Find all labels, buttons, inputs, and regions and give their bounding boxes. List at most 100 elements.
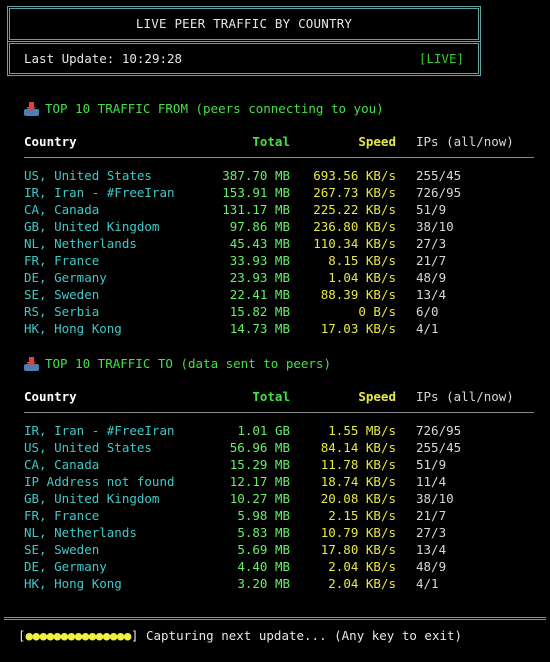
ips-cell: 51/9 (416, 202, 447, 217)
table-row: NL, Netherlands 45.43 MB 110.34 KB/s 27/3 (24, 235, 534, 252)
ips-cell: 21/7 (416, 253, 447, 268)
total-cell: 15.82 MB (229, 304, 290, 319)
ips-cell: 4/1 (416, 576, 439, 591)
total-cell: 4.40 MB (237, 559, 290, 574)
total-cell: 387.70 MB (222, 168, 290, 183)
status-line: [●●●●●●●●●●●●●●●] Capturing next update.… (18, 627, 462, 644)
ips-cell: 4/1 (416, 321, 439, 336)
total-cell: 3.20 MB (237, 576, 290, 591)
ips-cell: 13/4 (416, 542, 447, 557)
country-cell: CA, Canada (24, 457, 100, 472)
table-row: SE, Sweden 22.41 MB 88.39 KB/s 13/4 (24, 286, 534, 303)
speed-cell: 225.22 KB/s (313, 202, 396, 217)
outbox-tray-icon (24, 102, 39, 116)
country-cell: FR, France (24, 253, 100, 268)
total-cell: 45.43 MB (229, 236, 290, 251)
col-ips: IPs (all/now) (416, 134, 514, 149)
country-cell: IR, Iran - #FreeIran (24, 185, 175, 200)
live-badge: [LIVE] (418, 51, 464, 66)
table-row: FR, France 33.93 MB 8.15 KB/s 21/7 (24, 252, 534, 269)
speed-cell: 20.08 KB/s (320, 491, 396, 506)
country-cell: US, United States (24, 440, 152, 455)
total-cell: 5.69 MB (237, 542, 290, 557)
traffic-from-heading: TOP 10 TRAFFIC FROM (peers connecting to… (24, 100, 534, 118)
ips-cell: 255/45 (416, 168, 462, 183)
country-cell: HK, Hong Kong (24, 321, 122, 336)
traffic-from-table: US, United States 387.70 MB 693.56 KB/s 255… (24, 167, 534, 337)
ips-cell: 38/10 (416, 219, 454, 234)
col-country: Country (24, 389, 77, 404)
divider (24, 157, 534, 158)
total-cell: 33.93 MB (229, 253, 290, 268)
table-row: RS, Serbia 15.82 MB 0 B/s 6/0 (24, 303, 534, 320)
col-total: Total (252, 389, 290, 404)
speed-cell: 11.78 KB/s (320, 457, 396, 472)
country-cell: RS, Serbia (24, 304, 100, 319)
progress-bracket-close: ] (130, 628, 139, 643)
title-box: LIVE PEER TRAFFIC BY COUNTRY (7, 6, 481, 42)
total-cell: 15.29 MB (229, 457, 290, 472)
traffic-from-section: TOP 10 TRAFFIC FROM (peers connecting to… (24, 100, 534, 337)
traffic-to-section: TOP 10 TRAFFIC TO (data sent to peers) C… (24, 355, 534, 592)
traffic-to-heading: TOP 10 TRAFFIC TO (data sent to peers) (24, 355, 534, 373)
country-cell: GB, United Kingdom (24, 491, 160, 506)
speed-cell: 0 B/s (358, 304, 396, 319)
last-update: Last Update: 10:29:28 (24, 44, 182, 73)
col-country: Country (24, 134, 77, 149)
last-update-label: Last Update: (24, 51, 115, 66)
divider (24, 412, 534, 413)
ips-cell: 726/95 (416, 423, 462, 438)
col-speed: Speed (358, 134, 396, 149)
speed-cell: 110.34 KB/s (313, 236, 396, 251)
total-cell: 23.93 MB (229, 270, 290, 285)
table-row: IR, Iran - #FreeIran 153.91 MB 267.73 KB/s… (24, 184, 534, 201)
country-cell: SE, Sweden (24, 287, 100, 302)
col-speed: Speed (358, 389, 396, 404)
ips-cell: 27/3 (416, 236, 447, 251)
speed-cell: 693.56 KB/s (313, 168, 396, 183)
speed-cell: 8.15 KB/s (328, 253, 396, 268)
col-total: Total (252, 134, 290, 149)
total-cell: 22.41 MB (229, 287, 290, 302)
speed-cell: 1.04 KB/s (328, 270, 396, 285)
total-cell: 153.91 MB (222, 185, 290, 200)
table-row: GB, United Kingdom 10.27 MB 20.08 KB/s 38/1… (24, 490, 534, 507)
total-cell: 12.17 MB (229, 474, 290, 489)
country-cell: IP Address not found (24, 474, 175, 489)
outbox-tray-icon (24, 357, 39, 371)
speed-cell: 10.79 KB/s (320, 525, 396, 540)
progress-bracket-open: [ (18, 628, 26, 643)
speed-cell: 1.55 MB/s (328, 423, 396, 438)
table-row: IP Address not found 12.17 MB 18.74 KB/s 11… (24, 473, 534, 490)
country-cell: DE, Germany (24, 559, 107, 574)
table-row: IR, Iran - #FreeIran 1.01 GB 1.55 MB/s 726/… (24, 422, 534, 439)
total-cell: 131.17 MB (222, 202, 290, 217)
table-row: DE, Germany 4.40 MB 2.04 KB/s 48/9 (24, 558, 534, 575)
traffic-from-column-headers: Country Total Speed IPs (all/now) (24, 133, 534, 151)
traffic-to-column-headers: Country Total Speed IPs (all/now) (24, 388, 534, 406)
ips-cell: 48/9 (416, 270, 447, 285)
table-row: DE, Germany 23.93 MB 1.04 KB/s 48/9 (24, 269, 534, 286)
country-cell: NL, Netherlands (24, 525, 137, 540)
last-update-bar: Last Update: 10:29:28 [LIVE] (7, 41, 481, 76)
country-cell: CA, Canada (24, 202, 100, 217)
speed-cell: 236.80 KB/s (313, 219, 396, 234)
traffic-to-title: TOP 10 TRAFFIC TO (data sent to peers) (45, 356, 331, 371)
speed-cell: 2.15 KB/s (328, 508, 396, 523)
table-row: US, United States 56.96 MB 84.14 KB/s 255/4… (24, 439, 534, 456)
speed-cell: 84.14 KB/s (320, 440, 396, 455)
table-row: FR, France 5.98 MB 2.15 KB/s 21/7 (24, 507, 534, 524)
col-ips: IPs (all/now) (416, 389, 514, 404)
table-row: NL, Netherlands 5.83 MB 10.79 KB/s 27/3 (24, 524, 534, 541)
speed-cell: 17.03 KB/s (320, 321, 396, 336)
country-cell: DE, Germany (24, 270, 107, 285)
speed-cell: 17.80 KB/s (320, 542, 396, 557)
ips-cell: 38/10 (416, 491, 454, 506)
total-cell: 97.86 MB (229, 219, 290, 234)
table-row: CA, Canada 15.29 MB 11.78 KB/s 51/9 (24, 456, 534, 473)
status-text: Capturing next update... (Any key to exi… (138, 628, 463, 643)
ips-cell: 255/45 (416, 440, 462, 455)
ips-cell: 48/9 (416, 559, 447, 574)
ips-cell: 27/3 (416, 525, 447, 540)
country-cell: IR, Iran - #FreeIran (24, 423, 175, 438)
